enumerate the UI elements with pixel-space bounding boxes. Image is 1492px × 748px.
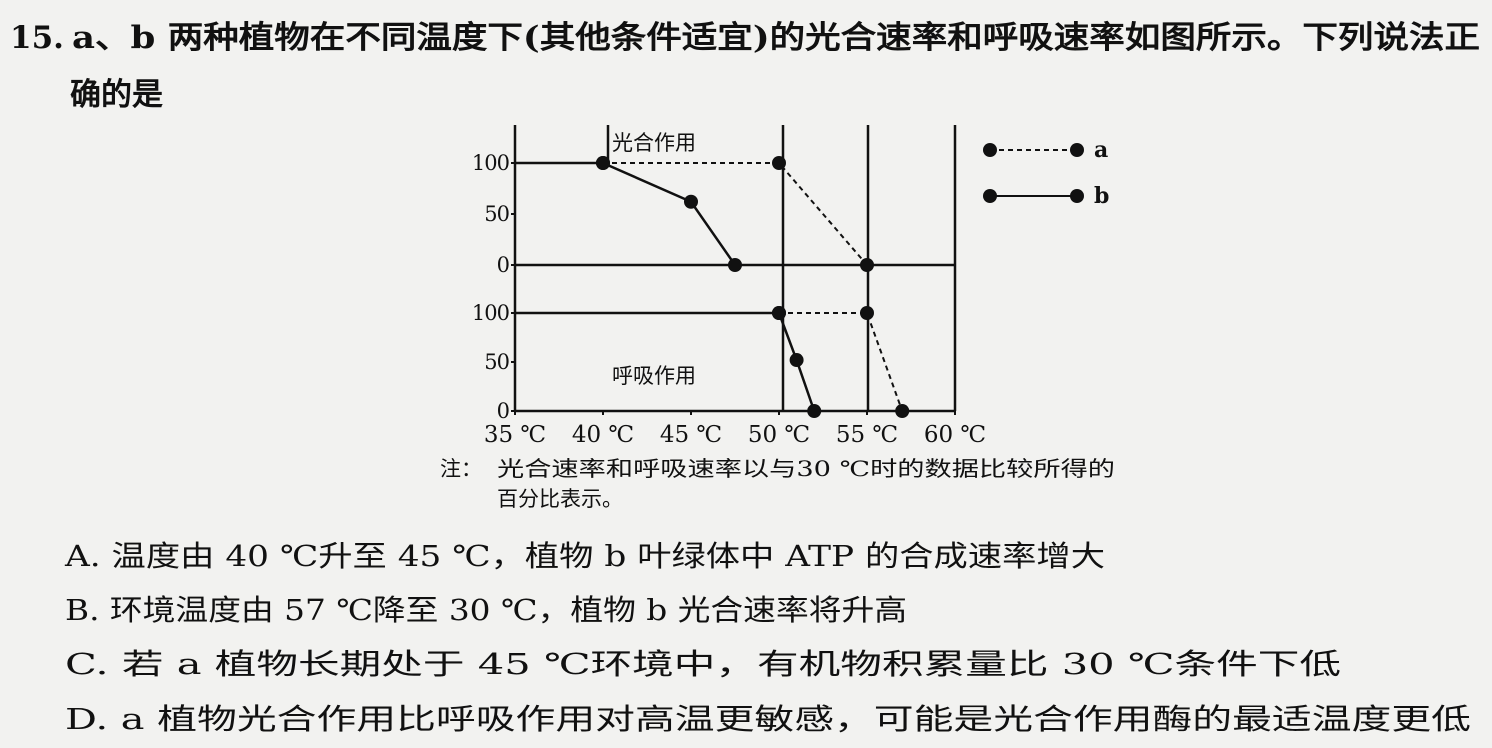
note-label: 注：	[440, 457, 482, 481]
data-point	[728, 258, 742, 272]
y-tick-label: 100	[472, 151, 509, 175]
legend-marker	[983, 143, 997, 157]
legend-marker	[1070, 143, 1084, 157]
y-tick-label: 50	[484, 202, 509, 226]
question-text: a、b 两种植物在不同温度下(其他条件适宜)的光合速率和呼吸速率如图所示。下列说…	[72, 20, 1480, 56]
data-point	[807, 404, 822, 418]
data-point	[860, 306, 874, 320]
panel-label: 呼吸作用	[612, 364, 696, 388]
data-point	[789, 353, 804, 368]
data-point	[596, 156, 610, 170]
question-text: 确的是	[70, 77, 163, 113]
x-tick-label: 50 ℃	[748, 422, 810, 448]
option: B. 环境温度由 57 ℃降至 30 ℃，植物 b 光合速率将升高	[65, 593, 907, 627]
data-point	[772, 306, 786, 320]
legend-marker	[983, 189, 997, 203]
legend-marker	[1070, 189, 1084, 203]
series-line	[602, 161, 737, 266]
option: C. 若 a 植物长期处于 45 ℃环境中，有机物积累量比 30 ℃条件下低	[65, 647, 1341, 681]
data-point	[860, 258, 874, 272]
data-point	[772, 156, 786, 170]
data-point	[684, 194, 698, 209]
option: D. a 植物光合作用比呼吸作用对高温更敏感，可能是光合作用酶的最适温度更低	[65, 702, 1471, 736]
y-tick-label: 0	[497, 399, 509, 423]
y-tick-label: 100	[472, 301, 509, 325]
x-tick-label: 35 ℃	[484, 422, 546, 448]
legend-label: b	[1094, 183, 1109, 209]
series-line	[603, 162, 868, 266]
note-text: 百分比表示。	[497, 487, 623, 511]
x-tick-label: 55 ℃	[836, 422, 898, 448]
x-tick-label: 60 ℃	[924, 422, 986, 448]
y-tick-label: 0	[497, 253, 509, 277]
legend-label: a	[1094, 137, 1108, 163]
question-number: 15.	[10, 20, 64, 56]
y-tick-label: 50	[484, 350, 509, 374]
panel-label: 光合作用	[612, 131, 696, 155]
option: A. 温度由 40 ℃升至 45 ℃，植物 b 叶绿体中 ATP 的合成速率增大	[64, 539, 1105, 573]
data-point	[895, 404, 910, 418]
note-text: 光合速率和呼吸速率以与30 ℃时的数据比较所得的	[497, 457, 1115, 481]
x-tick-label: 40 ℃	[572, 422, 634, 448]
series-line	[779, 312, 904, 412]
x-tick-label: 45 ℃	[660, 422, 722, 448]
